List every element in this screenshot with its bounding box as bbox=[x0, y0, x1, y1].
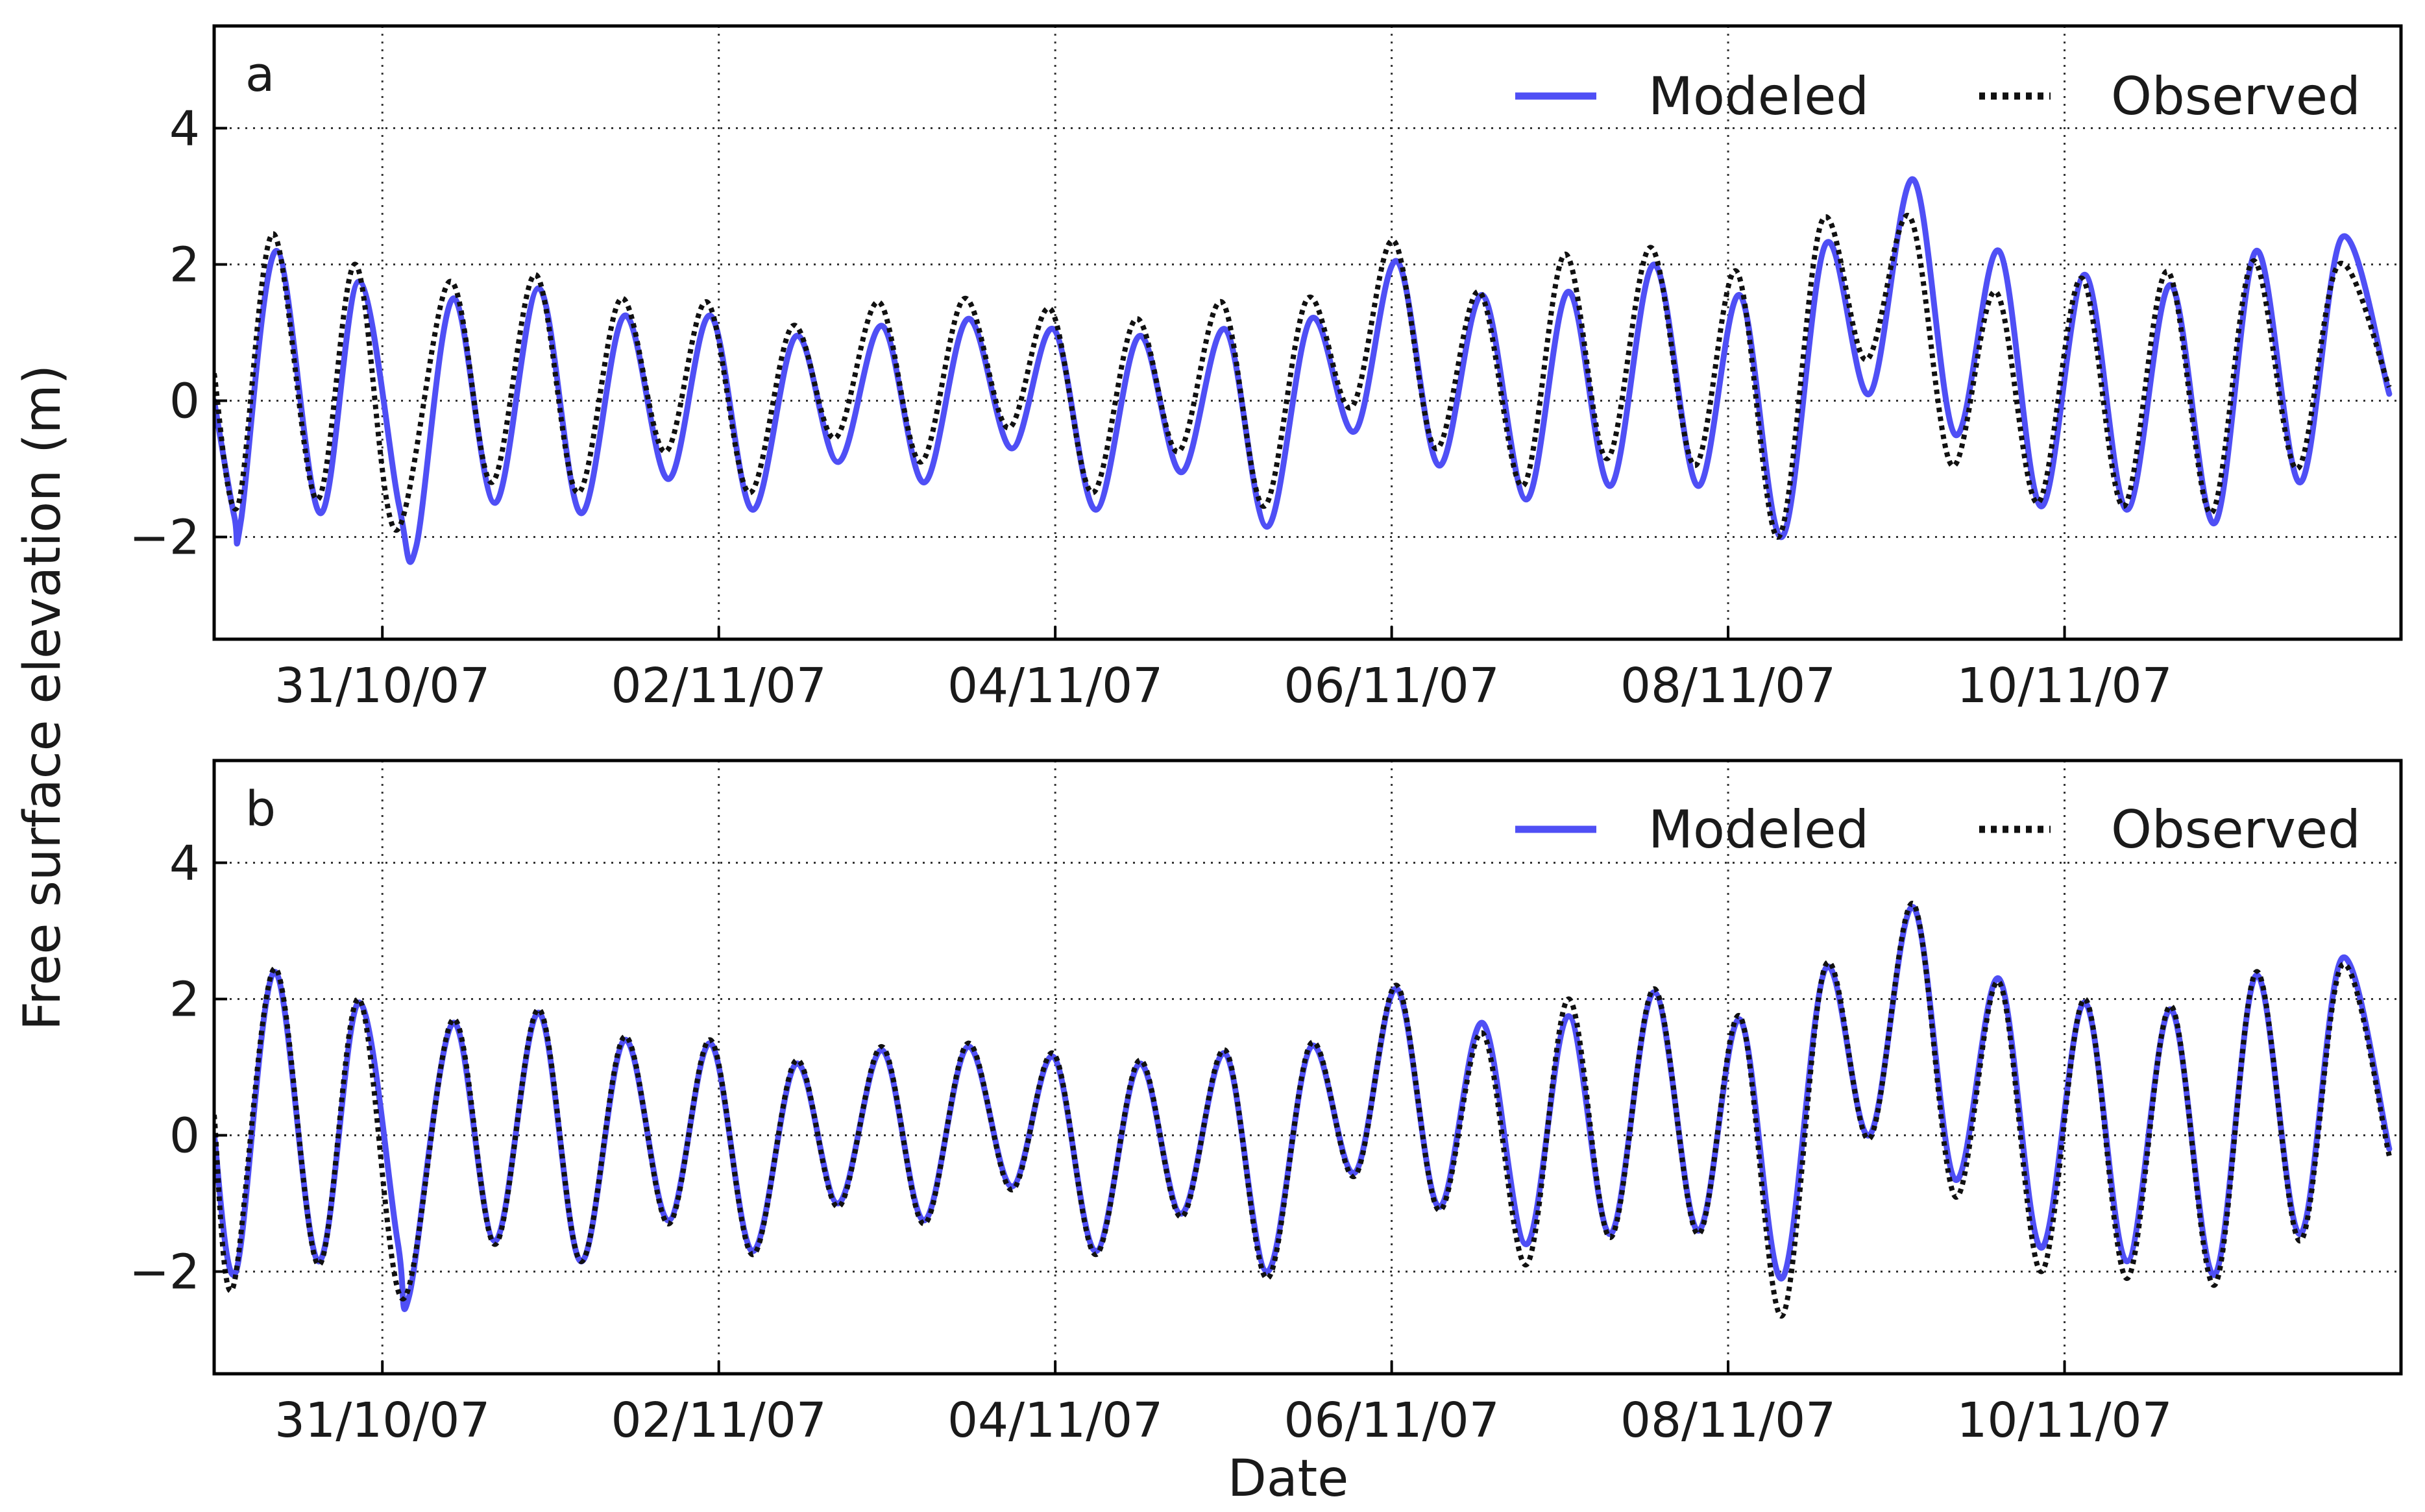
panel-b-y-tick-label: 4 bbox=[169, 836, 200, 892]
panel-b-y-tick-label: 2 bbox=[169, 972, 200, 1028]
panel-a-letter: a bbox=[245, 47, 274, 103]
panel-a-y-tick-label: 2 bbox=[169, 238, 200, 293]
panel-b-x-tick-labels: 31/10/07 02/11/07 04/11/07 06/11/07 08/11/07… bbox=[274, 1393, 2173, 1448]
panel-a-series bbox=[214, 176, 2393, 565]
panel-b-x-tick-label: 04/11/07 bbox=[947, 1393, 1163, 1448]
panel-a-tick-marks bbox=[214, 127, 2066, 639]
panel-b-observed-line bbox=[214, 901, 2392, 1319]
panel-a-x-tick-label: 06/11/07 bbox=[1284, 658, 1499, 714]
panel-a-y-tick-label: 0 bbox=[169, 374, 200, 430]
panel-b-x-tick-label: 02/11/07 bbox=[611, 1393, 827, 1448]
panel-b-legend-observed-label: Observed bbox=[2111, 799, 2361, 860]
panel-a-y-tick-labels: 4 2 0 −2 bbox=[129, 101, 200, 566]
y-axis-label: Free surface elevation (m) bbox=[14, 365, 72, 1030]
panel-a-plot-frame bbox=[212, 24, 2403, 641]
panel-b-y-tick-label: −2 bbox=[129, 1245, 200, 1300]
panel-a-modeled-line bbox=[214, 176, 2393, 565]
panel-b-modeled-line bbox=[214, 904, 2393, 1312]
panel-a-y-tick-label: 4 bbox=[169, 101, 200, 157]
panel-b-series bbox=[214, 901, 2393, 1319]
x-axis-label: Date bbox=[1228, 1450, 1348, 1508]
panel-a-x-tick-labels: 31/10/07 02/11/07 04/11/07 06/11/07 08/11/07… bbox=[274, 658, 2173, 714]
panel-b-gridlines bbox=[214, 761, 2401, 1374]
panel-a-legend: Modeled Observed bbox=[1515, 66, 2361, 127]
panel-b-plot-frame bbox=[212, 759, 2403, 1376]
panel-b-x-tick-label: 10/11/07 bbox=[1956, 1393, 2172, 1448]
panel-b-y-tick-label: 0 bbox=[169, 1108, 200, 1164]
panel-a-legend-modeled-label: Modeled bbox=[1648, 66, 1869, 127]
panel-b: 4 2 0 −2 31/10/07 02/11/07 04/11/07 06/11/07 08… bbox=[129, 759, 2403, 1448]
panel-a-x-tick-label: 10/11/07 bbox=[1956, 658, 2172, 714]
panel-b-x-tick-label: 08/11/07 bbox=[1620, 1393, 1836, 1448]
panel-b-letter: b bbox=[245, 781, 276, 837]
panel-b-x-tick-label: 31/10/07 bbox=[274, 1393, 490, 1448]
panel-b-tick-marks bbox=[214, 861, 2066, 1374]
panel-b-legend-modeled-label: Modeled bbox=[1648, 799, 1869, 860]
panel-a-gridlines bbox=[214, 26, 2401, 639]
panel-a-y-tick-label: −2 bbox=[129, 510, 200, 566]
panel-a-observed-line bbox=[214, 212, 2392, 540]
panel-b-y-tick-labels: 4 2 0 −2 bbox=[129, 836, 200, 1300]
panel-a-x-tick-label: 02/11/07 bbox=[611, 658, 827, 714]
panel-b-legend: Modeled Observed bbox=[1515, 799, 2361, 860]
panel-a-x-tick-label: 04/11/07 bbox=[947, 658, 1163, 714]
panel-b-x-tick-label: 06/11/07 bbox=[1284, 1393, 1499, 1448]
panel-a-x-tick-label: 08/11/07 bbox=[1620, 658, 1836, 714]
panel-a-x-tick-label: 31/10/07 bbox=[274, 658, 490, 714]
panel-a: 4 2 0 −2 31/10/07 02/11/07 04/11/07 06/11/07 08… bbox=[129, 24, 2403, 714]
panel-a-legend-observed-label: Observed bbox=[2111, 66, 2361, 127]
